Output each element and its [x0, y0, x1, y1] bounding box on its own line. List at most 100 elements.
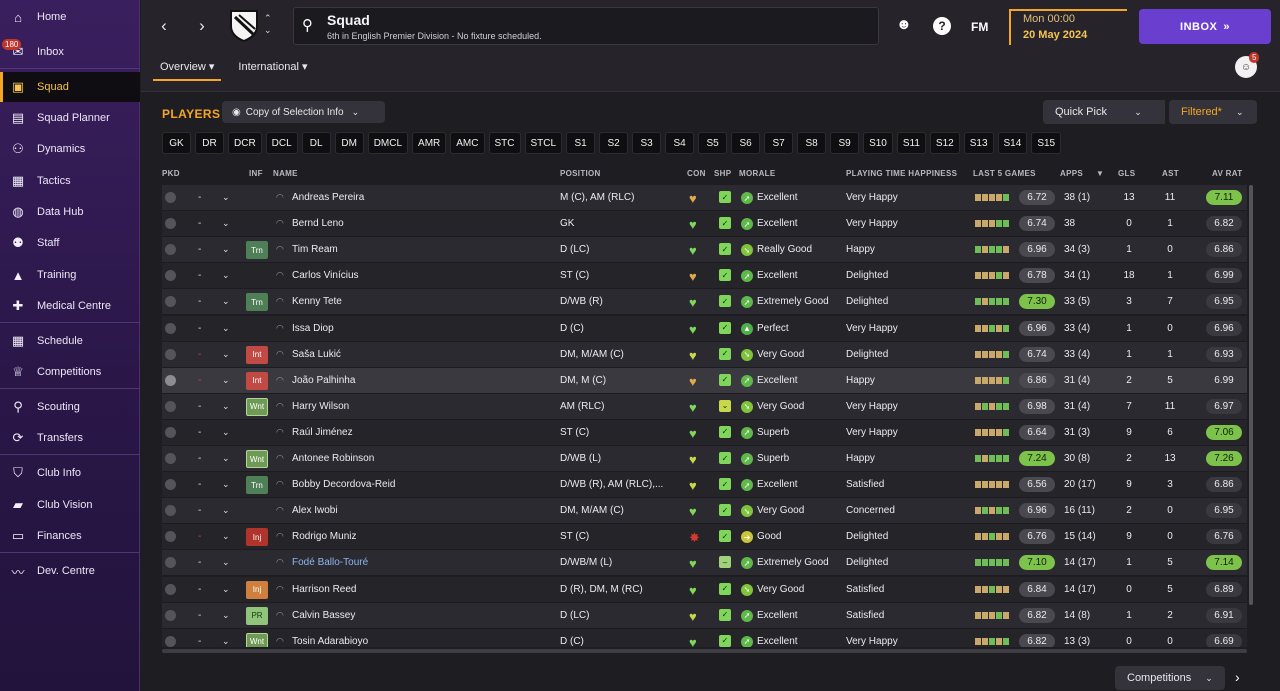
sidebar-item-finances[interactable]: ▭ Finances	[0, 521, 140, 551]
player-name-link[interactable]: Harry Wilson	[292, 400, 350, 412]
sidebar-item-training[interactable]: ▲ Training	[0, 260, 140, 290]
position-filter-s12[interactable]: S12	[929, 132, 960, 154]
player-name-link[interactable]: Saša Lukić	[292, 348, 341, 360]
sidebar-item-transfers[interactable]: ⟳ Transfers	[0, 423, 140, 453]
sidebar-item-inbox[interactable]: ✉ Inbox 180	[0, 37, 140, 67]
picked-indicator-icon[interactable]	[165, 400, 176, 412]
col-last5[interactable]: LAST 5 GAMES	[973, 169, 1036, 178]
player-name-link[interactable]: João Palhinha	[292, 374, 356, 386]
chevron-down-icon[interactable]: ⌄	[222, 531, 230, 542]
picked-indicator-icon[interactable]	[165, 348, 176, 360]
chevron-down-icon[interactable]: ⌄	[222, 374, 230, 385]
position-filter-s5[interactable]: S5	[698, 132, 728, 154]
tab-international[interactable]: International ▾	[238, 61, 308, 73]
col-morale[interactable]: MORALE	[739, 169, 776, 178]
position-filter-gk[interactable]: GK	[162, 132, 191, 154]
picked-indicator-icon[interactable]	[165, 322, 176, 334]
sidebar-item-dev-centre[interactable]: 〰 Dev. Centre	[0, 556, 140, 586]
table-row[interactable]: - ⌄ Inj ◠ Rodrigo Muniz ST (C) ✸ ✓ ➜ Good Delighte…	[162, 524, 1247, 551]
table-row[interactable]: - ⌄ ◠ Fodé Ballo-Touré D/WB/M (L) ♥ – ➚ Extremel…	[162, 550, 1247, 577]
chevron-down-icon[interactable]: ⌄	[222, 583, 230, 594]
back-arrow-icon[interactable]: ‹	[161, 16, 167, 35]
table-row[interactable]: - ⌄ ◠ Issa Diop D (C) ♥ ✓ ▲ Perfect Very Happy 6.9…	[162, 315, 1247, 342]
position-filter-amc[interactable]: AMC	[450, 132, 485, 154]
picked-indicator-icon[interactable]	[165, 374, 176, 386]
club-crest-icon[interactable]	[229, 8, 259, 42]
picked-indicator-icon[interactable]	[165, 192, 176, 203]
chevron-down-icon[interactable]: ⌄	[222, 296, 230, 307]
position-filter-dcr[interactable]: DCR	[228, 132, 262, 154]
col-ast[interactable]: AST	[1162, 169, 1179, 178]
copy-selection-dropdown[interactable]: ◉ Copy of Selection Info ⌄	[222, 101, 385, 123]
sidebar-item-data-hub[interactable]: ◍ Data Hub	[0, 197, 140, 227]
position-filter-s3[interactable]: S3	[632, 132, 662, 154]
table-row[interactable]: - ⌄ ◠ Raúl Jiménez ST (C) ♥ ✓ ➚ Superb Very Happy…	[162, 419, 1247, 446]
forward-arrow-icon[interactable]: ›	[199, 16, 205, 35]
picked-indicator-icon[interactable]	[165, 557, 176, 569]
table-row[interactable]: - ⌄ ◠ Andreas Pereira M (C), AM (RLC) ♥ ✓ ➚ Exce…	[162, 185, 1247, 211]
chevron-down-icon[interactable]: ⌄	[222, 348, 230, 359]
position-filter-dmcl[interactable]: DMCL	[367, 132, 409, 154]
chevron-down-icon[interactable]: ⌄	[222, 192, 230, 202]
player-name-link[interactable]: Issa Diop	[292, 322, 334, 334]
player-name-link[interactable]: Calvin Bassey	[292, 609, 356, 621]
player-name-link[interactable]: Kenny Tete	[292, 296, 342, 308]
chevron-down-icon[interactable]: ⌄	[222, 270, 230, 281]
help-icon[interactable]: ?	[933, 17, 951, 35]
player-name-link[interactable]: Andreas Pereira	[292, 192, 365, 203]
picked-indicator-icon[interactable]	[165, 296, 176, 308]
player-name-link[interactable]: Bobby Decordova-Reid	[292, 479, 396, 491]
globe-icon[interactable]: ☻	[896, 16, 912, 33]
table-row[interactable]: - ⌄ Wnt ◠ Tosin Adarabioyo D (C) ♥ ✓ ➚ Excellent V…	[162, 628, 1247, 647]
chevron-down-icon[interactable]: ⌄	[222, 322, 230, 333]
position-filter-s11[interactable]: S11	[896, 132, 926, 154]
position-filter-s14[interactable]: S14	[997, 132, 1028, 154]
picked-indicator-icon[interactable]	[165, 218, 176, 230]
picked-indicator-icon[interactable]	[165, 583, 176, 595]
player-name-link[interactable]: Carlos Vinícius	[292, 270, 359, 282]
col-inf[interactable]: INF	[249, 169, 263, 178]
position-filter-dcl[interactable]: DCL	[265, 132, 298, 154]
filter-dropdown[interactable]: Filtered* ⌄	[1169, 100, 1257, 124]
chevron-down-icon[interactable]: ⌄	[222, 635, 230, 646]
position-filter-stcl[interactable]: STCL	[524, 132, 563, 154]
next-arrow-icon[interactable]: ›	[1235, 669, 1240, 685]
sidebar-item-medical-centre[interactable]: ✚ Medical Centre	[0, 291, 140, 321]
position-filter-s8[interactable]: S8	[797, 132, 827, 154]
player-name-link[interactable]: Rodrigo Muniz	[292, 531, 357, 543]
col-position[interactable]: POSITION	[560, 169, 601, 178]
table-row[interactable]: - ⌄ Int ◠ Saša Lukić DM, M/AM (C) ♥ ✓ ➘ Very Good…	[162, 341, 1247, 368]
sidebar-item-scouting[interactable]: ⚲ Scouting	[0, 392, 140, 422]
player-name-link[interactable]: Tosin Adarabioyo	[292, 635, 369, 647]
col-shp[interactable]: SHP	[714, 169, 732, 178]
col-pkd[interactable]: PKD	[162, 169, 180, 178]
picked-indicator-icon[interactable]	[165, 635, 176, 647]
position-filter-s1[interactable]: S1	[566, 132, 596, 154]
table-row[interactable]: - ⌄ Wnt ◠ Harry Wilson AM (RLC) ♥ ⌄ ➘ Very Good Ve…	[162, 393, 1247, 420]
position-filter-s9[interactable]: S9	[830, 132, 860, 154]
sidebar-item-tactics[interactable]: ▦ Tactics	[0, 166, 140, 196]
position-filter-dl[interactable]: DL	[301, 132, 331, 154]
position-filter-s13[interactable]: S13	[963, 132, 994, 154]
chevron-down-icon[interactable]: ⌄	[222, 400, 230, 411]
table-row[interactable]: - ⌄ ◠ Alex Iwobi DM, M/AM (C) ♥ ✓ ➘ Very Good Con…	[162, 498, 1247, 525]
position-filter-stc[interactable]: STC	[488, 132, 521, 154]
fm-menu-button[interactable]: FM	[971, 20, 989, 34]
sidebar-item-dynamics[interactable]: ⚇ Dynamics	[0, 134, 140, 164]
picked-indicator-icon[interactable]	[165, 479, 176, 491]
table-row[interactable]: - ⌄ ◠ Bernd Leno GK ♥ ✓ ➚ Excellent Very Happy 6.7…	[162, 211, 1247, 238]
chevron-down-icon[interactable]: ⌄	[222, 426, 230, 437]
position-filter-s7[interactable]: S7	[764, 132, 794, 154]
player-name-link[interactable]: Harrison Reed	[292, 583, 357, 595]
position-filter-s15[interactable]: S15	[1031, 132, 1062, 154]
sidebar-item-competitions[interactable]: ♕ Competitions	[0, 357, 140, 387]
sidebar-item-club-info[interactable]: ⛉ Club Info	[0, 458, 140, 488]
tab-overview[interactable]: Overview ▾	[153, 57, 222, 81]
position-filter-s2[interactable]: S2	[599, 132, 629, 154]
col-apps[interactable]: APPS	[1060, 169, 1083, 178]
chevron-down-icon[interactable]: ⌄	[222, 609, 230, 620]
picked-indicator-icon[interactable]	[165, 609, 176, 621]
sidebar-item-home[interactable]: ⌂ Home	[0, 2, 140, 32]
picked-indicator-icon[interactable]	[165, 453, 176, 464]
social-avatar-icon[interactable]: ☺ 5	[1235, 52, 1260, 78]
